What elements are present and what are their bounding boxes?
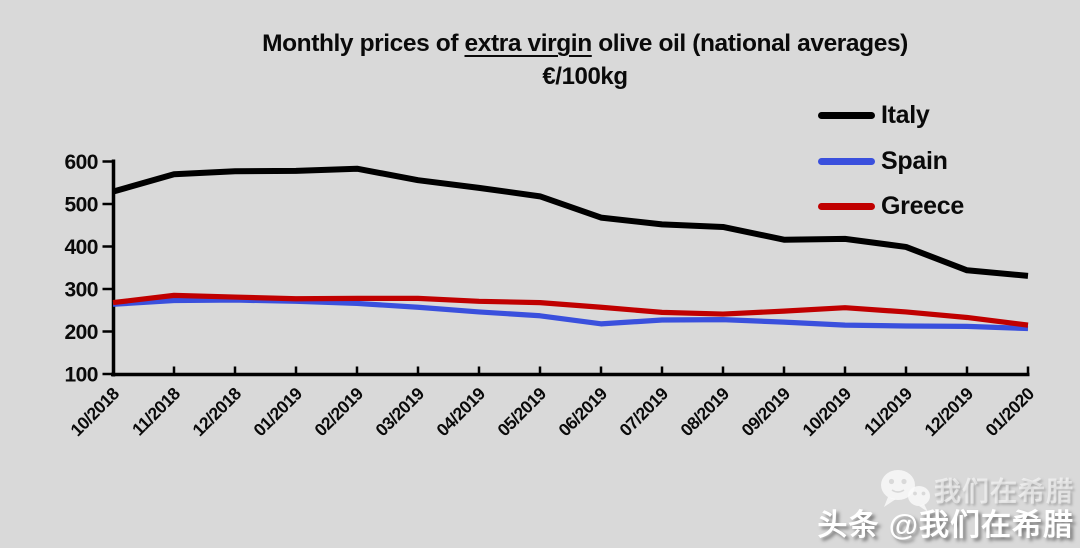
y-tick-label: 100	[64, 364, 98, 387]
legend-label-spain: Spain	[881, 146, 948, 175]
series-line-italy	[112, 165, 1029, 279]
wechat-icon	[881, 470, 930, 512]
series-line-spain	[112, 297, 1029, 332]
legend-swatch-spain	[818, 157, 875, 165]
legend-item-spain: Spain	[818, 139, 964, 185]
x-tick-label: 07/2019	[615, 383, 672, 440]
x-tick-label: 12/2019	[920, 383, 977, 440]
y-tick-label: 500	[64, 194, 98, 217]
legend-swatch-italy	[818, 112, 875, 120]
x-tick-label: 08/2019	[676, 383, 733, 440]
x-tick-label: 10/2018	[66, 383, 123, 440]
x-tick-label: 05/2019	[493, 383, 550, 440]
x-tick-label: 01/2019	[249, 383, 306, 440]
y-tick-label: 600	[64, 151, 98, 174]
chart-title-prefix: Monthly prices of	[262, 30, 465, 57]
legend-item-italy: Italy	[818, 93, 964, 139]
chart-title: Monthly prices of extra virgin olive oil…	[90, 28, 1080, 60]
x-tick-label: 03/2019	[371, 383, 428, 440]
x-tick-label: 09/2019	[737, 383, 794, 440]
legend-label-italy: Italy	[881, 101, 930, 130]
chart-title-underlined: extra virgin	[464, 30, 593, 57]
legend-item-greece: Greece	[818, 184, 964, 230]
legend: Italy Spain Greece	[818, 93, 964, 230]
x-tick-label: 11/2018	[128, 383, 184, 439]
chart-title-suffix: olive oil (national averages)	[591, 30, 908, 57]
x-tick-label: 06/2019	[554, 383, 611, 440]
x-tick-label: 11/2019	[860, 383, 916, 439]
y-tick-label: 200	[64, 321, 98, 344]
watermark: 我们在希腊 头条 @我们在希腊	[817, 470, 1074, 544]
x-tick-label: 01/2020	[981, 383, 1038, 440]
watermark-line1-text: 我们在希腊	[934, 476, 1074, 507]
x-tick-label: 02/2019	[310, 383, 367, 440]
y-tick-label: 400	[64, 236, 98, 259]
x-tick-label: 10/2019	[798, 383, 855, 440]
y-tick-label: 300	[64, 279, 98, 302]
legend-swatch-greece	[818, 203, 875, 211]
legend-label-greece: Greece	[881, 192, 964, 221]
watermark-row1: 我们在希腊	[817, 470, 1074, 512]
x-tick-label: 04/2019	[432, 383, 489, 440]
x-tick-label: 12/2018	[188, 383, 245, 440]
title-block: Monthly prices of extra virgin olive oil…	[90, 28, 1080, 93]
watermark-line2-text: 头条 @我们在希腊	[817, 509, 1074, 542]
chart-subtitle: €/100kg	[542, 63, 628, 90]
series-line-greece	[112, 292, 1029, 328]
